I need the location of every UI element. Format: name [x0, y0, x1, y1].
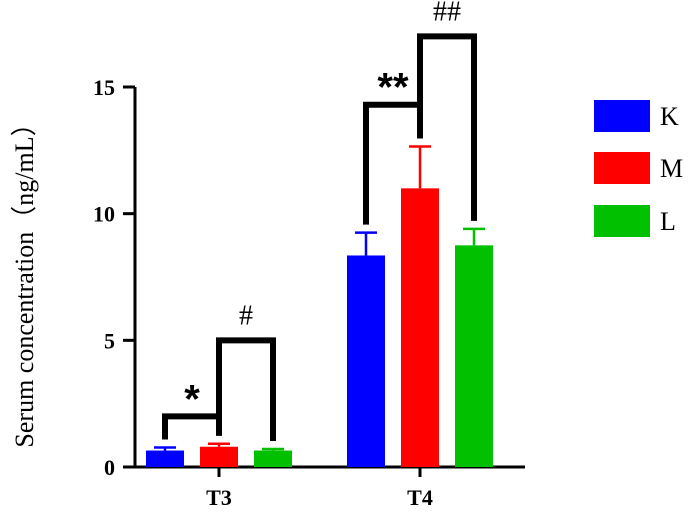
legend-swatch	[594, 100, 650, 132]
y-tick-label: 5	[104, 328, 115, 353]
bar	[254, 450, 292, 467]
y-tick-label: 10	[93, 202, 115, 227]
bars-layer	[146, 145, 493, 468]
significance-bracket	[216, 337, 276, 442]
significance-label: #	[239, 300, 253, 331]
legend-swatch	[594, 205, 650, 237]
bar	[200, 446, 238, 467]
axes: 0 5 10 15 T3 T4	[93, 75, 525, 510]
x-tick-label: T4	[407, 485, 433, 510]
y-axis-label: Serum concentration（ng/mL）	[10, 110, 39, 447]
significance-bracket	[417, 33, 477, 221]
legend-label: K	[660, 102, 679, 131]
legend: KML	[594, 100, 683, 237]
significance-layer: * # ** ##	[162, 0, 477, 442]
significance-label: ##	[433, 0, 461, 27]
bar	[347, 255, 385, 467]
y-tick-label: 15	[93, 75, 115, 100]
significance-label: **	[377, 66, 409, 110]
legend-label: L	[660, 207, 676, 236]
bar	[146, 450, 184, 467]
y-tick-label: 0	[104, 455, 115, 480]
legend-swatch	[594, 152, 650, 184]
significance-label: *	[184, 377, 200, 421]
bar	[455, 245, 493, 467]
bar	[401, 188, 439, 468]
x-tick-label: T3	[206, 485, 232, 510]
legend-label: M	[660, 154, 683, 183]
